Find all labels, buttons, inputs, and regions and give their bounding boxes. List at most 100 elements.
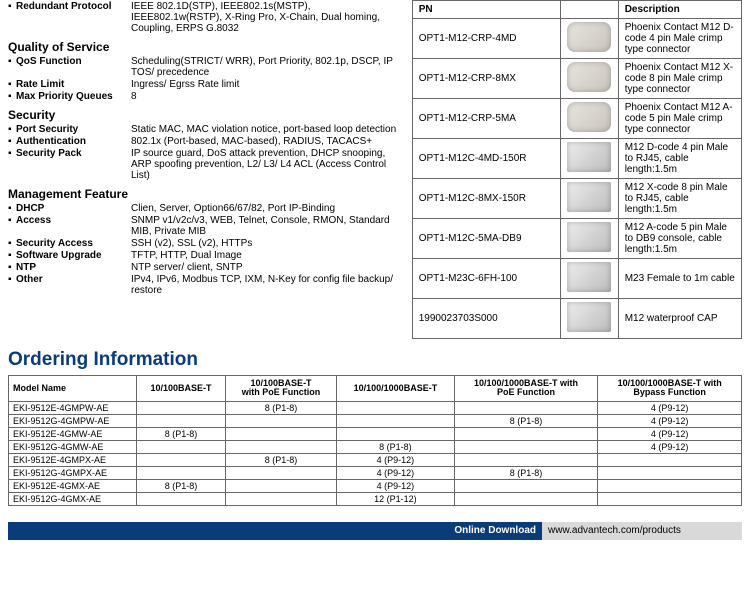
- bullet-icon: ▪: [8, 250, 16, 261]
- ord-cell: 8 (P1-8): [454, 466, 598, 479]
- spec-val: 8: [131, 91, 404, 102]
- product-image: [567, 222, 611, 252]
- ord-row: EKI-9512E-4GMPW-AE8 (P1-8)4 (P9-12): [9, 401, 742, 414]
- spec-row-redundant: ▪ Redundant Protocol IEEE 802.1D(STP), I…: [8, 1, 404, 34]
- ord-cell: 8 (P1-8): [337, 440, 455, 453]
- spec-key: Authentication: [16, 136, 131, 147]
- pn-table: PN Description OPT1-M12-CRP-4MDPhoenix C…: [412, 0, 742, 339]
- bullet-icon: ▪: [8, 1, 16, 34]
- product-image: [567, 22, 611, 52]
- ord-cell: [598, 453, 742, 466]
- pn-cell-pn: OPT1-M12C-5MA-DB9: [412, 219, 560, 259]
- ord-row: EKI-9512G-4GMX-AE12 (P1-12): [9, 492, 742, 505]
- spec-key: Access: [16, 215, 131, 237]
- ord-row: EKI-9512E-4GMW-AE8 (P1-8) 4 (P9-12): [9, 427, 742, 440]
- ord-cell: [225, 414, 336, 427]
- pn-cell-desc: M23 Female to 1m cable: [618, 259, 741, 299]
- pn-head-pn: PN: [412, 1, 560, 19]
- spec-row-rate-limit: ▪ Rate Limit Ingress/ Egrss Rate limit: [8, 79, 404, 90]
- ord-cell: [337, 401, 455, 414]
- ord-cell: 4 (P9-12): [337, 466, 455, 479]
- ord-cell: [225, 440, 336, 453]
- bullet-icon: ▪: [8, 262, 16, 273]
- spec-key: Other: [16, 274, 131, 296]
- spec-row-authentication: ▪ Authentication 802.1x (Port-based, MAC…: [8, 136, 404, 147]
- pn-row: OPT1-M23C-6FH-100M23 Female to 1m cable: [412, 259, 741, 299]
- pn-cell-image: [560, 259, 618, 299]
- product-image: [567, 62, 611, 92]
- ord-cell: [337, 414, 455, 427]
- pn-cell-desc: Phoenix Contact M12 D-code 4 pin Male cr…: [618, 19, 741, 59]
- ord-cell: 8 (P1-8): [137, 479, 226, 492]
- ord-cell: 4 (P9-12): [337, 479, 455, 492]
- ord-head-c4: 10/100/1000BASE-T withPoE Function: [454, 376, 598, 402]
- ord-cell: [337, 427, 455, 440]
- ord-cell: [454, 401, 598, 414]
- pn-cell-desc: Phoenix Contact M12 X-code 8 pin Male cr…: [618, 59, 741, 99]
- ord-cell: [225, 466, 336, 479]
- spec-key: Port Security: [16, 124, 131, 135]
- ord-cell-model: EKI-9512E-4GMPW-AE: [9, 401, 137, 414]
- ord-row: EKI-9512E-4GMPX-AE8 (P1-8)4 (P9-12): [9, 453, 742, 466]
- download-label: Online Download: [8, 522, 542, 540]
- spec-val: IP source guard, DoS attack prevention, …: [131, 148, 404, 181]
- ord-cell: [454, 492, 598, 505]
- ord-head-c5: 10/100/1000BASE-T withBypass Function: [598, 376, 742, 402]
- ord-cell: 4 (P9-12): [598, 427, 742, 440]
- download-url[interactable]: www.advantech.com/products: [542, 522, 742, 540]
- pn-cell-pn: 1990023703S000: [412, 299, 560, 339]
- ord-cell-model: EKI-9512E-4GMW-AE: [9, 427, 137, 440]
- spec-row-ntp: ▪ NTP NTP server/ client, SNTP: [8, 262, 404, 273]
- bullet-icon: ▪: [8, 215, 16, 237]
- ord-cell: [598, 492, 742, 505]
- ord-cell-model: EKI-9512G-4GMPX-AE: [9, 466, 137, 479]
- product-image: [567, 262, 611, 292]
- ord-cell: 4 (P9-12): [598, 440, 742, 453]
- ord-cell-model: EKI-9512G-4GMW-AE: [9, 440, 137, 453]
- bullet-icon: ▪: [8, 148, 16, 181]
- pn-row: OPT1-M12C-8MX-150RM12 X-code 8 pin Male …: [412, 179, 741, 219]
- ord-cell: [225, 492, 336, 505]
- pn-cell-desc: M12 waterproof CAP: [618, 299, 741, 339]
- pn-row: OPT1-M12-CRP-4MD Phoenix Contact M12 D-co…: [412, 19, 741, 59]
- section-head-qos: Quality of Service: [8, 40, 404, 54]
- product-image: [567, 302, 611, 332]
- ord-cell: 8 (P1-8): [137, 427, 226, 440]
- pn-cell-image: [560, 19, 618, 59]
- ord-cell: 4 (P9-12): [598, 414, 742, 427]
- pn-row: OPT1-M12-CRP-8MXPhoenix Contact M12 X-co…: [412, 59, 741, 99]
- ordering-title: Ordering Information: [8, 349, 742, 371]
- spec-val: Ingress/ Egrss Rate limit: [131, 79, 404, 90]
- spec-key: Security Access: [16, 238, 131, 249]
- pn-cell-pn: OPT1-M12-CRP-5MA: [412, 99, 560, 139]
- bullet-icon: ▪: [8, 238, 16, 249]
- ord-cell: 8 (P1-8): [225, 453, 336, 466]
- ord-cell: [137, 492, 226, 505]
- ord-cell: [454, 440, 598, 453]
- ord-cell: [598, 479, 742, 492]
- ord-cell: [454, 479, 598, 492]
- spec-val: Clien, Server, Option66/67/82, Port IP-B…: [131, 203, 404, 214]
- pn-row: OPT1-M12C-5MA-DB9M12 A-code 5 pin Male t…: [412, 219, 741, 259]
- spec-key: Software Upgrade: [16, 250, 131, 261]
- ord-cell: [225, 427, 336, 440]
- pn-cell-image: [560, 179, 618, 219]
- pn-cell-desc: M12 D-code 4 pin Male to RJ45, cable len…: [618, 139, 741, 179]
- spec-val: SNMP v1/v2c/v3, WEB, Telnet, Console, RM…: [131, 215, 404, 237]
- ord-cell: 12 (P1-12): [337, 492, 455, 505]
- spec-row-other: ▪ Other IPv4, IPv6, Modbus TCP, IXM, N-K…: [8, 274, 404, 296]
- spec-key: NTP: [16, 262, 131, 273]
- ord-cell: [454, 427, 598, 440]
- product-image: [567, 102, 611, 132]
- spec-val: Scheduling(STRICT/ WRR), Port Priority, …: [131, 56, 404, 78]
- ord-cell: [137, 440, 226, 453]
- pn-cell-desc: M12 X-code 8 pin Male to RJ45, cable len…: [618, 179, 741, 219]
- pn-cell-pn: OPT1-M12-CRP-4MD: [412, 19, 560, 59]
- ord-cell-model: EKI-9512E-4GMX-AE: [9, 479, 137, 492]
- pn-cell-pn: OPT1-M12C-4MD-150R: [412, 139, 560, 179]
- ord-row: EKI-9512E-4GMX-AE8 (P1-8) 4 (P9-12): [9, 479, 742, 492]
- spec-val: Static MAC, MAC violation notice, port-b…: [131, 124, 404, 135]
- spec-key: DHCP: [16, 203, 131, 214]
- spec-val: IPv4, IPv6, Modbus TCP, IXM, N-Key for c…: [131, 274, 404, 296]
- ord-cell-model: EKI-9512G-4GMPW-AE: [9, 414, 137, 427]
